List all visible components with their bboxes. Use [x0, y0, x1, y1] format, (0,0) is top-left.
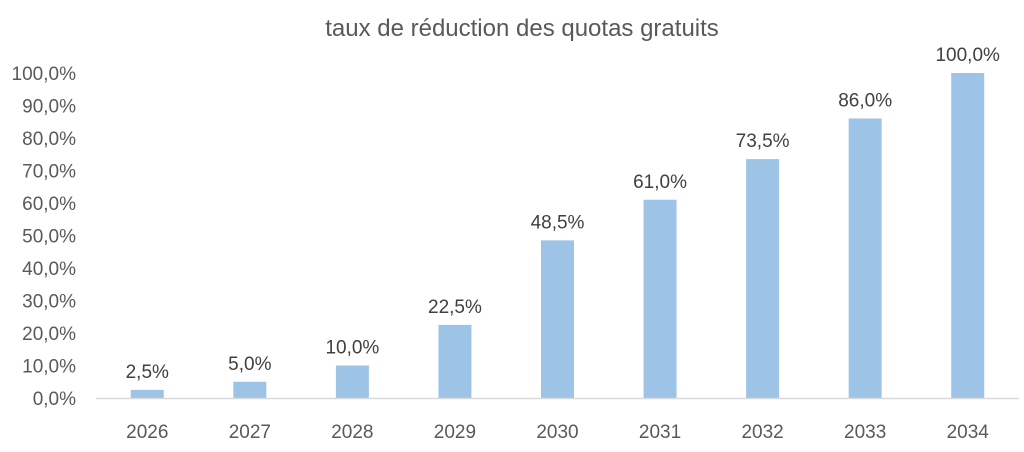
y-tick-label: 90,0% — [22, 97, 76, 118]
x-tick-label: 2031 — [639, 422, 681, 443]
x-tick-label: 2028 — [331, 422, 373, 443]
bar-2032 — [746, 159, 780, 398]
y-tick-label: 100,0% — [12, 64, 77, 85]
x-tick-label: 2030 — [536, 422, 578, 443]
y-tick-label: 10,0% — [22, 357, 76, 378]
bar-2030 — [541, 240, 574, 398]
y-tick-label: 30,0% — [22, 292, 76, 313]
bar-2027 — [233, 381, 267, 398]
x-tick-label: 2026 — [126, 422, 168, 443]
data-label-2029: 22,5% — [428, 297, 482, 318]
bar-2033 — [848, 118, 882, 398]
bar-2026 — [130, 389, 164, 398]
x-tick-label: 2029 — [434, 422, 476, 443]
y-tick-label: 0,0% — [33, 389, 76, 410]
data-label-2028: 10,0% — [325, 338, 379, 359]
data-labels: 2,5% 5,0% 10,0% 22,5% 48,5% 61,0% 73,5% 86,0% 10… — [126, 45, 1000, 383]
data-label-2034: 100,0% — [935, 45, 1000, 66]
x-tick-label: 2034 — [947, 422, 990, 443]
data-label-2026: 2,5% — [126, 362, 169, 383]
data-label-2033: 86,0% — [838, 91, 892, 112]
bar-2034 — [951, 73, 985, 398]
bar-2031 — [643, 199, 677, 398]
data-label-2032: 73,5% — [736, 131, 790, 152]
x-tick-label: 2032 — [741, 422, 783, 443]
bar-2028 — [335, 365, 369, 398]
x-tick-label: 2027 — [229, 422, 271, 443]
data-label-2030: 48,5% — [531, 212, 585, 233]
bar-2029 — [438, 324, 472, 398]
bars — [130, 73, 985, 398]
chart-title: taux de réduction des quotas gratuits — [325, 15, 719, 42]
y-tick-label: 40,0% — [22, 259, 76, 280]
y-tick-label: 80,0% — [22, 129, 76, 150]
y-tick-label: 60,0% — [22, 194, 76, 215]
data-label-2031: 61,0% — [633, 172, 687, 193]
y-tick-label: 70,0% — [22, 162, 76, 183]
data-label-2027: 5,0% — [228, 354, 271, 375]
y-axis-tick-labels: 0,0% 10,0% 20,0% 30,0% 40,0% 50,0% 60,0% 70,0% 8… — [12, 64, 77, 410]
y-tick-label: 50,0% — [22, 227, 76, 248]
x-tick-label: 2033 — [844, 422, 886, 443]
y-tick-label: 20,0% — [22, 324, 76, 345]
x-axis-tick-labels: 2026 2027 2028 2029 2030 2031 2032 2033 2034 — [126, 422, 989, 443]
